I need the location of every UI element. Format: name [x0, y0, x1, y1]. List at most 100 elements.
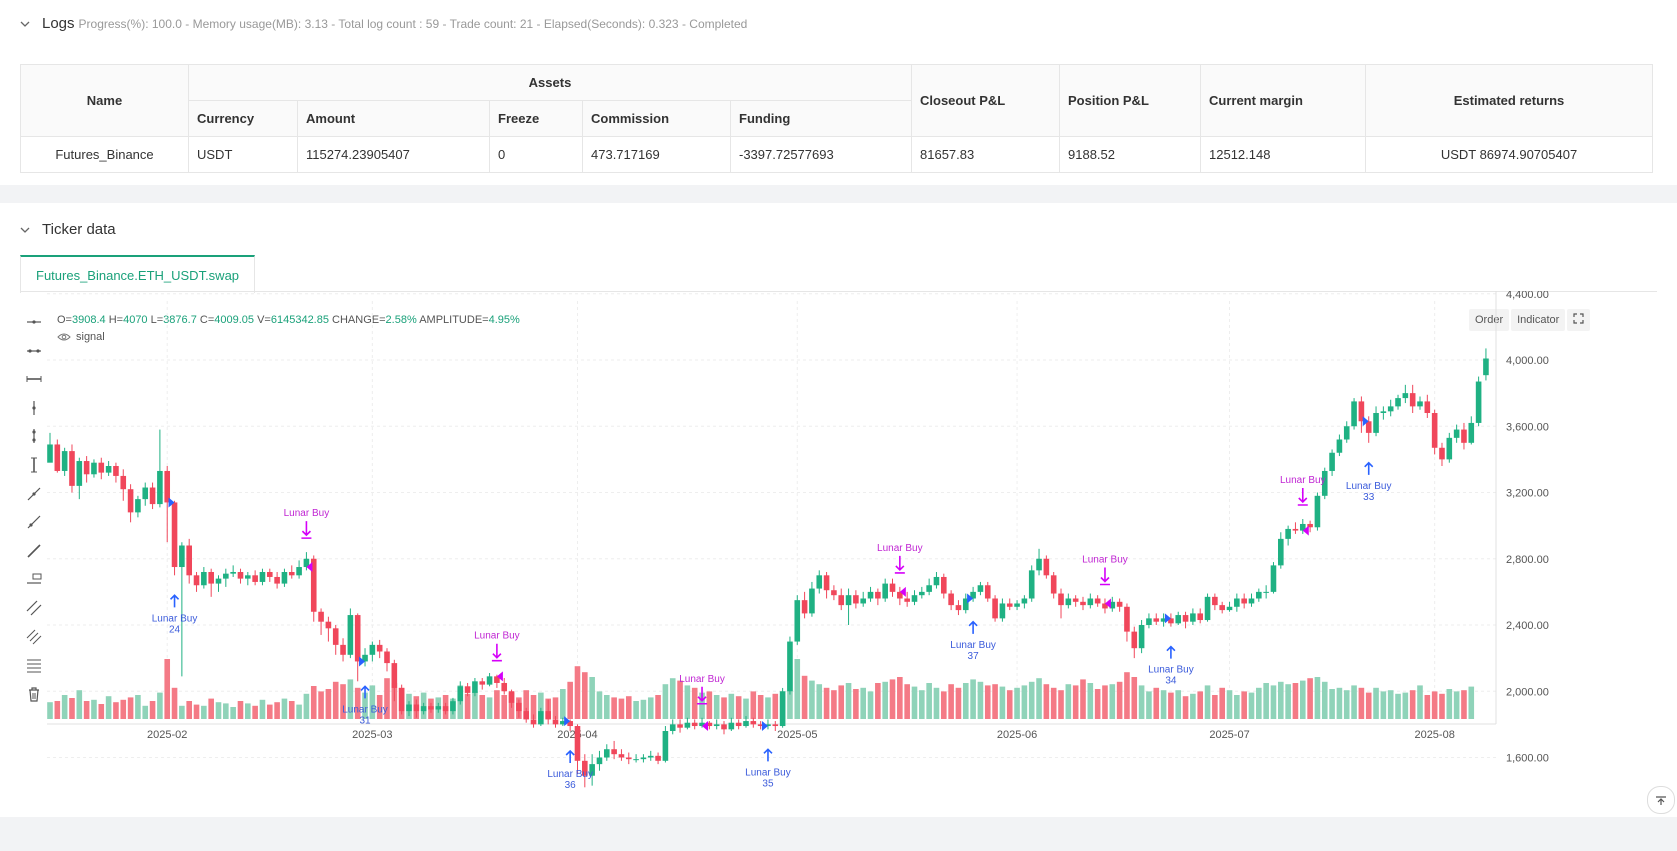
candle-body: [618, 754, 625, 758]
volume-bar: [69, 698, 75, 719]
volume-bar: [816, 684, 823, 719]
segment-tool-icon[interactable]: [22, 539, 46, 563]
fullscreen-button[interactable]: [1567, 309, 1591, 331]
volume-bar: [201, 705, 207, 719]
buy-triangle-icon: [967, 593, 974, 604]
volume-bar: [655, 695, 661, 719]
chart-buttons: Order Indicator: [1469, 309, 1591, 331]
candle-body: [186, 545, 192, 576]
candle-body: [582, 760, 588, 776]
scroll-top-button[interactable]: [1647, 786, 1675, 814]
candle-body: [54, 444, 61, 471]
vertical-line-tool-icon[interactable]: [22, 424, 46, 448]
vertical-segment-tool-icon[interactable]: [22, 453, 46, 477]
volume-bar: [801, 675, 808, 719]
header-estimated-returns: Estimated returns: [1365, 64, 1653, 137]
volume-bar: [164, 659, 171, 719]
candle-body: [1153, 618, 1160, 622]
volume-bar: [962, 683, 969, 719]
candle-body: [1285, 528, 1291, 539]
volume-bar: [1226, 690, 1233, 719]
candle-body: [83, 461, 90, 475]
candle-body: [831, 590, 837, 596]
volume-bar: [992, 684, 998, 719]
volume-label: V=: [257, 314, 271, 326]
volume-bar: [1072, 685, 1079, 719]
ray-line-tool-icon[interactable]: [22, 510, 46, 534]
volume-bar: [266, 704, 273, 719]
cell-name: Futures_Binance: [20, 136, 189, 173]
candle-body: [530, 719, 537, 725]
volume-bar: [823, 687, 830, 719]
parallel-channel-tool-icon[interactable]: [22, 596, 46, 620]
y-tick-label: 4,000.00: [1506, 355, 1549, 367]
volume-bar: [1395, 693, 1401, 719]
sell-arrow-icon: [491, 643, 502, 662]
header-funding: Funding: [730, 100, 912, 137]
volume-bar: [1021, 685, 1028, 719]
candle-body: [1417, 401, 1423, 407]
candle-body: [596, 757, 603, 765]
candle-body: [376, 644, 383, 652]
fibonacci-tool-icon[interactable]: [22, 653, 46, 677]
candle-body: [69, 451, 75, 486]
candle-body: [1065, 598, 1072, 606]
header-amount: Amount: [297, 100, 490, 137]
volume-bar: [135, 695, 141, 719]
candlestick-chart[interactable]: 1,600.00 2,000.00 2,400.00 2,800.00 3,200.00…: [0, 291, 1677, 851]
price-label-tool-icon[interactable]: [22, 567, 46, 591]
high-label: H=: [108, 314, 124, 326]
volume-bar: [933, 687, 940, 719]
candle-body: [677, 724, 683, 728]
volume-bar: [970, 679, 976, 719]
candle-body: [179, 545, 185, 568]
pitchfork-tool-icon[interactable]: [22, 625, 46, 649]
logs-header[interactable]: Logs Progress(%): 100.0 - Memory usage(M…: [20, 15, 747, 32]
trash-icon[interactable]: [22, 682, 46, 706]
volume-bar: [1124, 672, 1130, 719]
candle-body: [1373, 413, 1379, 433]
candle-body: [223, 573, 229, 579]
eye-icon[interactable]: [57, 332, 71, 342]
volume-bar: [281, 698, 288, 719]
buy-marker-label: Lunar Buy: [1148, 665, 1194, 676]
candle-body: [296, 567, 302, 576]
extended-line-tool-icon[interactable]: [22, 367, 46, 391]
candle-body: [281, 572, 288, 584]
candle-body: [699, 722, 705, 727]
sell-marker-label: Lunar Buy: [679, 674, 725, 685]
tab-eth-usdt-swap[interactable]: Futures_Binance.ETH_USDT.swap: [20, 255, 256, 293]
candle-body: [516, 702, 522, 712]
candle-body: [354, 615, 361, 662]
horizontal-line-tool-icon[interactable]: [22, 339, 46, 363]
chevron-down-icon[interactable]: [20, 19, 30, 29]
candle-body: [1072, 598, 1079, 602]
signal-legend[interactable]: signal: [57, 331, 105, 343]
header-currency: Currency: [188, 100, 298, 137]
volume-bar: [735, 696, 742, 719]
volume-bar: [1358, 687, 1365, 719]
volume-bar: [875, 683, 881, 719]
volume-bar: [1212, 695, 1218, 719]
vertical-ray-tool-icon[interactable]: [22, 396, 46, 420]
candle-body: [823, 575, 830, 591]
ticker-header[interactable]: Ticker data: [20, 221, 116, 238]
chevron-down-icon[interactable]: [20, 225, 30, 235]
volume-bar: [589, 677, 595, 719]
trend-line-tool-icon[interactable]: [22, 482, 46, 506]
candle-body: [1087, 598, 1094, 606]
horizontal-ray-tool-icon[interactable]: [22, 310, 46, 334]
volume-bar: [1417, 685, 1423, 719]
candle-body: [1226, 606, 1233, 611]
header-name: Name: [20, 64, 189, 137]
indicator-button[interactable]: Indicator: [1511, 309, 1566, 331]
candle-body: [625, 757, 632, 760]
x-tick-label: 2025-06: [997, 729, 1037, 741]
volume-bar: [1153, 687, 1160, 719]
volume-bar: [376, 695, 383, 719]
volume-bar: [1050, 687, 1057, 719]
cell-currency: USDT: [188, 136, 298, 173]
volume-bar: [142, 705, 149, 719]
open-value: 3908.4: [71, 314, 106, 326]
candle-body: [1043, 558, 1050, 576]
